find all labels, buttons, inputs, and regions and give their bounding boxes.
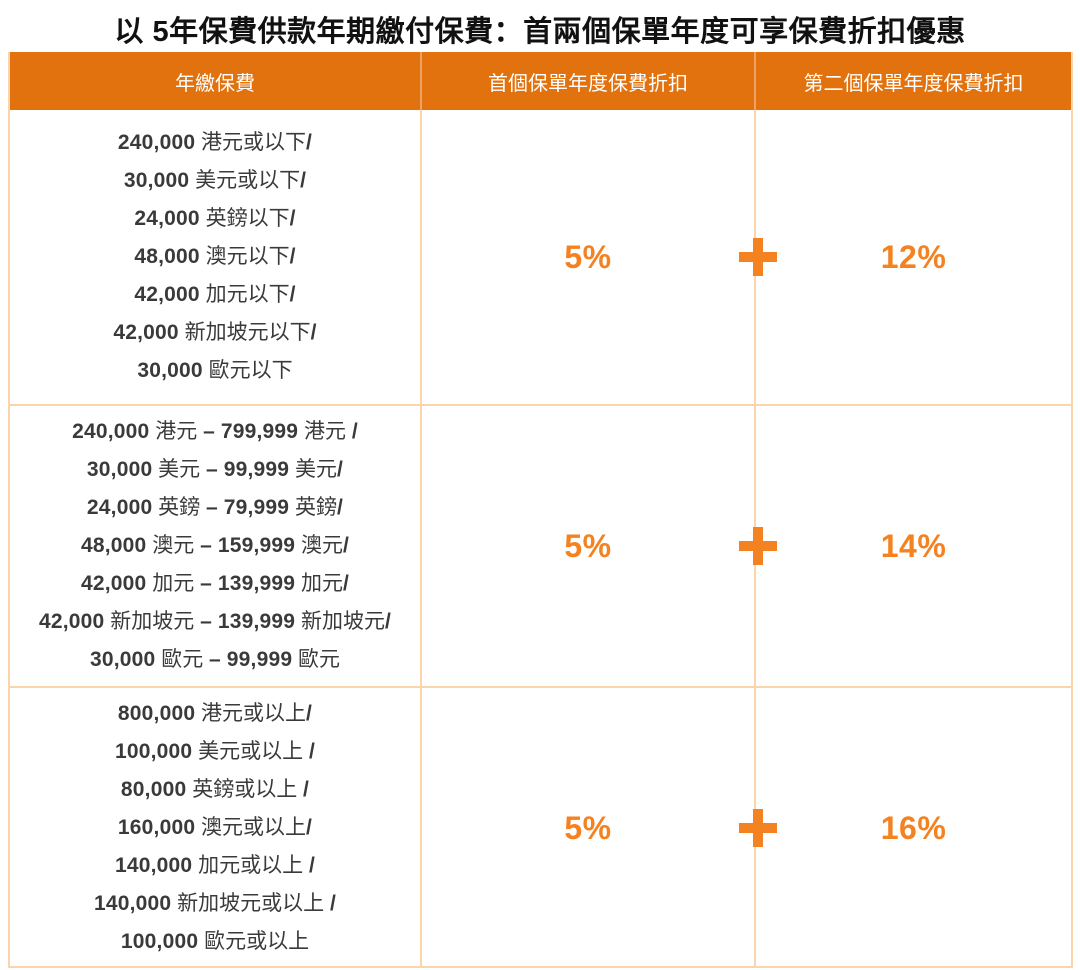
second-year-discount-value: 14%: [880, 527, 947, 564]
premium-tier-line: 42,000 加元以下/: [134, 283, 296, 306]
plus-icon: [739, 809, 777, 847]
first-year-discount-value: 5%: [564, 527, 612, 564]
premium-tier-line: 240,000 港元 – 799,999 港元 /: [72, 420, 358, 443]
first-year-discount-value: 5%: [564, 238, 612, 275]
premium-tier-line: 100,000 歐元或以上: [120, 930, 310, 953]
table-header-row: 年繳保費 首個保單年度保費折扣 第二個保單年度保費折扣: [10, 52, 1071, 110]
second-year-discount-value: 12%: [880, 238, 947, 275]
plus-icon: [739, 527, 777, 565]
premium-tier-line: 160,000 澳元或以上/: [117, 816, 313, 839]
premium-tier-cell: 240,000 港元 – 799,999 港元 / 30,000 美元 – 99,…: [10, 406, 422, 686]
premium-tier-line: 100,000 美元或以上 /: [114, 740, 316, 763]
first-year-discount-cell: 5%: [422, 110, 756, 404]
plus-icon-vertical-bar: [753, 238, 763, 276]
second-year-discount-cell: 16%: [756, 688, 1071, 968]
premium-tier-line: 240,000 港元或以下/: [117, 131, 313, 154]
header-second-year-discount: 第二個保單年度保費折扣: [803, 72, 1024, 95]
first-year-discount-value: 5%: [564, 809, 612, 846]
premium-tier-line: 140,000 加元或以上 /: [114, 854, 316, 877]
table-row: 240,000 港元 – 799,999 港元 / 30,000 美元 – 99,…: [10, 404, 1071, 686]
first-year-discount-cell: 5%: [422, 406, 756, 686]
first-year-discount-cell: 5%: [422, 688, 756, 968]
premium-tier-line: 30,000 美元或以下/: [123, 169, 307, 192]
table-body: 240,000 港元或以下/30,000 美元或以下/24,000 英鎊以下/4…: [10, 110, 1071, 968]
header-first-year-discount: 首個保單年度保費折扣: [422, 52, 756, 110]
plus-icon-vertical-bar: [753, 809, 763, 847]
premium-tier-line: 80,000 英鎊或以上 /: [120, 778, 310, 801]
premium-tier-line: 800,000 港元或以上/: [117, 702, 313, 725]
premium-discount-table: 年繳保費 首個保單年度保費折扣 第二個保單年度保費折扣 240,000 港元或以…: [8, 52, 1073, 968]
premium-tier-cell: 240,000 港元或以下/30,000 美元或以下/24,000 英鎊以下/4…: [10, 110, 422, 404]
page-title: 以 5年保費供款年期繳付保費：首兩個保單年度可享保費折扣優惠: [114, 16, 966, 48]
premium-tier-line: 30,000 歐元 – 99,999 歐元: [89, 648, 341, 671]
premium-tier-line: 24,000 英鎊 – 79,999 英鎊/: [86, 496, 344, 519]
header-annual-premium: 年繳保費: [10, 52, 422, 110]
premium-tier-line: 48,000 澳元 – 159,999 澳元/: [80, 534, 350, 557]
table-row: 240,000 港元或以下/30,000 美元或以下/24,000 英鎊以下/4…: [10, 110, 1071, 404]
premium-tier-line: 30,000 歐元以下: [137, 359, 293, 382]
premium-tier-line: 140,000 新加坡元或以上 /: [93, 892, 337, 915]
premium-tier-line: 42,000 新加坡元以下/: [113, 321, 317, 344]
second-year-discount-value: 16%: [880, 809, 947, 846]
premium-tier-line: 42,000 加元 – 139,999 加元/: [80, 572, 350, 595]
plus-icon-vertical-bar: [753, 527, 763, 565]
premium-tier-line: 30,000 美元 – 99,999 美元/: [86, 458, 344, 481]
premium-tier-line: 42,000 新加坡元 – 139,999 新加坡元/: [38, 610, 392, 633]
premium-tier-cell: 800,000 港元或以上/100,000 美元或以上 / 80,000 英鎊或以…: [10, 688, 422, 968]
second-year-discount-cell: 14%: [756, 406, 1071, 686]
second-year-discount-cell: 12%: [756, 110, 1071, 404]
table-row: 800,000 港元或以上/100,000 美元或以上 / 80,000 英鎊或以…: [10, 686, 1071, 968]
premium-tier-line: 24,000 英鎊以下/: [134, 207, 296, 230]
premium-tier-line: 48,000 澳元以下/: [134, 245, 296, 268]
plus-icon: [739, 238, 777, 276]
